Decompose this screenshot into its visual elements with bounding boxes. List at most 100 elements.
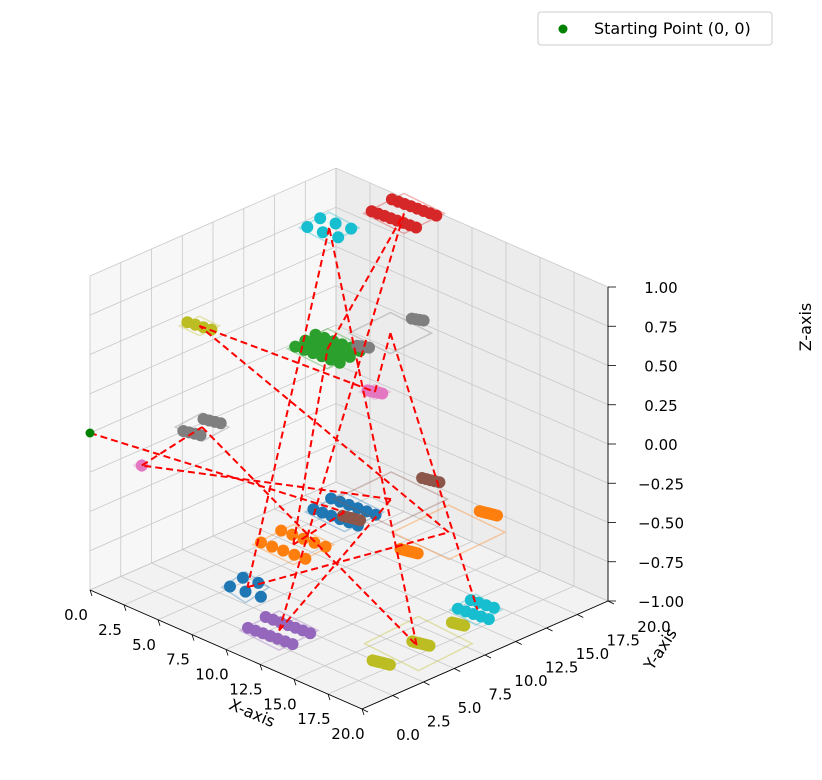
z-tick-label: 0.50 <box>644 358 677 376</box>
x-tick-mark <box>293 679 297 686</box>
path-segment <box>141 464 392 501</box>
y-tick-mark <box>392 695 399 699</box>
y-tick-mark <box>423 681 430 686</box>
z-axis-label: Z-axis <box>796 303 815 352</box>
z-tick-label: −1.00 <box>638 593 684 611</box>
path-segment <box>292 348 329 545</box>
y-tick-label: 2.5 <box>427 713 451 731</box>
data-point <box>332 231 345 244</box>
data-point <box>329 217 342 230</box>
grid-line-z <box>89 167 609 288</box>
grid-line-y <box>304 181 578 615</box>
grid-line-y <box>120 262 393 696</box>
start-point <box>85 428 95 438</box>
y-tick-label: 20.0 <box>637 618 670 636</box>
x-tick-label: 5.0 <box>132 636 156 654</box>
x-tick-label: 0.0 <box>64 606 88 624</box>
data-point <box>363 341 375 354</box>
x-tick-label: 17.5 <box>297 710 330 728</box>
y-tick-mark <box>484 654 492 659</box>
data-point <box>417 314 430 327</box>
x-tick-mark <box>123 604 127 612</box>
x-tick-label: 2.5 <box>98 621 122 639</box>
data-point <box>343 350 356 363</box>
data-point <box>239 585 252 598</box>
data-point <box>410 221 423 234</box>
y-tick-mark <box>546 627 553 632</box>
y-tick-mark <box>607 600 615 605</box>
data-point <box>275 524 288 537</box>
data-point <box>214 417 227 430</box>
data-point <box>194 429 207 442</box>
x-tick-label: 20.0 <box>331 725 364 743</box>
data-point <box>458 619 471 632</box>
data-point <box>354 514 367 527</box>
group-outline <box>333 471 450 528</box>
y-tick-label: 17.5 <box>607 632 640 650</box>
path-segment <box>326 213 405 350</box>
x-tick-mark <box>157 619 161 626</box>
z-tick-label: 0.25 <box>644 397 677 415</box>
path-segment <box>247 531 449 589</box>
data-point <box>301 221 314 233</box>
data-point <box>376 387 389 400</box>
x-tick-label: 10.0 <box>195 666 228 684</box>
path-segment <box>389 332 479 610</box>
z-tick-label: 1.00 <box>644 279 677 297</box>
y-tick-label: 10.0 <box>514 672 547 690</box>
data-point <box>345 222 358 235</box>
x-tick-mark <box>361 708 365 716</box>
grid-line-y <box>181 235 455 669</box>
y-tick-mark <box>515 641 522 645</box>
z-tick-label: −0.50 <box>638 515 684 533</box>
data-point <box>254 590 267 603</box>
tick-labels: 0.02.55.07.510.012.515.017.520.0 0.02.55.… <box>64 279 684 744</box>
data-point <box>319 540 332 553</box>
data-point <box>333 356 346 369</box>
data-point <box>383 658 396 671</box>
z-tick-label: 0.75 <box>644 318 677 336</box>
data-point <box>411 547 424 560</box>
data-point <box>482 613 495 626</box>
grid-line-y <box>243 208 516 642</box>
data-point <box>286 638 299 651</box>
legend-box <box>537 11 773 46</box>
path-segment <box>246 227 331 588</box>
x-tick-mark <box>89 589 93 597</box>
data-point <box>288 548 301 561</box>
path-segment <box>141 426 203 467</box>
group-outline <box>347 311 434 355</box>
data-point <box>433 476 446 489</box>
y-tick-label: 7.5 <box>488 686 512 704</box>
x-tick-mark <box>225 649 229 656</box>
y-tick-label: 15.0 <box>576 645 609 663</box>
path-segment <box>198 325 450 534</box>
y-tick-mark <box>577 614 584 618</box>
data-point <box>314 212 327 225</box>
x-tick-mark <box>191 634 195 641</box>
z-tick-label: 0.00 <box>644 436 677 454</box>
data-layer <box>85 192 507 672</box>
data-point <box>369 508 382 521</box>
x-tick-label: 7.5 <box>166 651 190 669</box>
legend-marker <box>558 24 568 34</box>
data-point <box>252 576 265 589</box>
data-point <box>224 580 236 593</box>
path-segment <box>373 332 392 393</box>
data-point <box>491 509 503 522</box>
path-segment <box>292 511 346 546</box>
z-tick-label: −0.25 <box>638 475 684 493</box>
path-segment <box>201 426 418 646</box>
group-outline <box>390 504 507 561</box>
x-tick-mark <box>327 693 331 701</box>
data-point <box>487 601 500 614</box>
y-tick-label: 0.0 <box>396 726 420 744</box>
z-tick-label: −0.75 <box>638 554 684 572</box>
y-tick-mark <box>454 668 461 672</box>
path-segment <box>278 498 392 632</box>
data-point <box>430 209 443 222</box>
x-tick-mark <box>259 664 263 671</box>
legend-label: Starting Point (0, 0) <box>594 19 751 38</box>
